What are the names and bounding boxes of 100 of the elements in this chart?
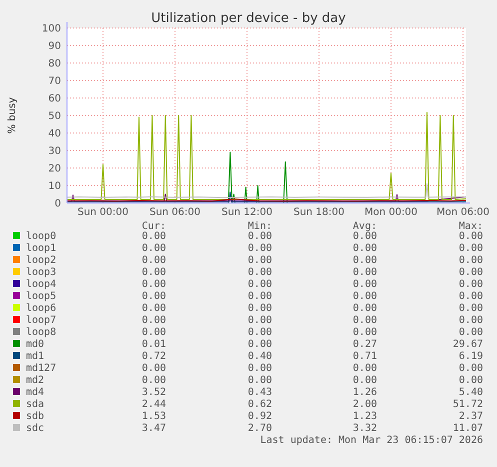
y-tick-label: 0	[54, 198, 61, 210]
legend-label: sdc	[26, 423, 44, 434]
text: 0.00	[458, 327, 483, 338]
legend-label: sdb	[26, 411, 44, 422]
text: 0.00	[352, 327, 377, 338]
text: 0.00	[352, 375, 377, 386]
text: 0.00	[142, 303, 166, 314]
text: 0.00	[352, 279, 377, 290]
text: 0.00	[458, 267, 483, 278]
legend-label: loop8	[26, 327, 56, 338]
text: 1.26	[352, 387, 377, 398]
text: 3.32	[352, 423, 377, 434]
text: 0.00	[248, 231, 272, 242]
legend-label: loop0	[26, 231, 56, 242]
text: 2.70	[248, 423, 272, 434]
legend-label: md2	[26, 375, 44, 386]
text: 2.00	[352, 399, 377, 410]
text: Min:	[248, 221, 272, 232]
text: 0.00	[458, 315, 483, 326]
legend-label: loop7	[26, 315, 56, 326]
text: 0.00	[352, 267, 377, 278]
text: 0.62	[248, 399, 272, 410]
text: 0.92	[248, 411, 272, 422]
y-tick-label: 100	[42, 24, 61, 34]
text: 0.00	[352, 363, 377, 374]
x-tick-label: Sun 00:00	[77, 207, 129, 218]
text: Max:	[458, 221, 483, 232]
text: 0.40	[248, 351, 272, 362]
text: 0.00	[142, 291, 166, 302]
text: 0.00	[352, 255, 377, 266]
legend-label: sda	[26, 399, 44, 410]
y-tick-label: 60	[48, 94, 61, 104]
text: 0.00	[458, 255, 483, 266]
text: 0.00	[458, 231, 483, 242]
text: 0.00	[352, 291, 377, 302]
text: 0.00	[142, 363, 166, 374]
text: 0.00	[142, 267, 166, 278]
text: 0.00	[352, 315, 377, 326]
text: 0.00	[142, 243, 166, 254]
text: 0.00	[142, 375, 166, 386]
text: 0.00	[352, 303, 377, 314]
text: 1.53	[142, 411, 166, 422]
text: 0.00	[458, 303, 483, 314]
y-tick-label: 80	[48, 58, 61, 70]
legend-label: md1	[26, 351, 44, 362]
text: 6.19	[458, 351, 483, 362]
text: 51.72	[452, 399, 483, 410]
text: 0.72	[142, 351, 166, 362]
text: 0.00	[248, 363, 272, 374]
text: 0.00	[458, 291, 483, 302]
y-tick-label: 10	[48, 181, 61, 192]
legend-label: loop1	[26, 243, 56, 254]
chart-title: Utilization per device - by day	[151, 11, 346, 26]
text: 2.44	[142, 399, 166, 410]
y-tick-label: 70	[48, 76, 61, 87]
legend-label: md4	[26, 387, 44, 398]
text: Cur:	[142, 221, 166, 232]
text: 0.01	[142, 339, 166, 350]
y-tick-label: 90	[48, 41, 61, 52]
text: 0.00	[142, 327, 166, 338]
text: 0.00	[458, 243, 483, 254]
legend-label: loop3	[26, 267, 56, 278]
text: 0.00	[248, 243, 272, 254]
text: 11.07	[452, 423, 483, 434]
text: 1.23	[352, 411, 377, 422]
text: Avg:	[352, 221, 377, 232]
y-tick-label: 50	[48, 111, 61, 122]
text: 0.27	[352, 339, 377, 350]
text: 0.00	[458, 279, 483, 290]
x-tick-label: Mon 06:00	[436, 207, 490, 218]
text: 0.00	[352, 243, 377, 254]
legend-label: md0	[26, 339, 44, 350]
text: 3.47	[142, 423, 166, 434]
text: 0.00	[248, 375, 272, 386]
text: 0.00	[352, 231, 377, 242]
text: Last update: Mon Mar 23 06:15:07 2026	[260, 435, 483, 446]
text: 0.00	[142, 279, 166, 290]
text: 0.00	[458, 363, 483, 374]
text: 0.00	[142, 231, 166, 242]
text: 2.37	[458, 411, 483, 422]
legend-label: loop5	[26, 291, 56, 302]
y-tick-label: 40	[48, 128, 61, 140]
legend-label: md127	[26, 363, 56, 374]
x-tick-label: Mon 00:00	[364, 207, 418, 218]
text: 0.00	[248, 255, 272, 266]
x-tick-label: Sun 06:00	[149, 207, 201, 218]
text: 0.00	[248, 279, 272, 290]
legend-label: loop6	[26, 303, 56, 314]
legend-label: loop2	[26, 255, 56, 266]
y-tick-label: 30	[48, 146, 61, 157]
text: 29.67	[452, 339, 483, 350]
legend-label: loop4	[26, 279, 56, 290]
text: 0.43	[248, 387, 272, 398]
text: 0.00	[458, 375, 483, 386]
text: 0.71	[352, 351, 377, 362]
text: 5.40	[458, 387, 483, 398]
text: 0.00	[142, 315, 166, 326]
text: 0.00	[248, 267, 272, 278]
text: 0.00	[248, 339, 272, 350]
text: 0.00	[142, 255, 166, 266]
